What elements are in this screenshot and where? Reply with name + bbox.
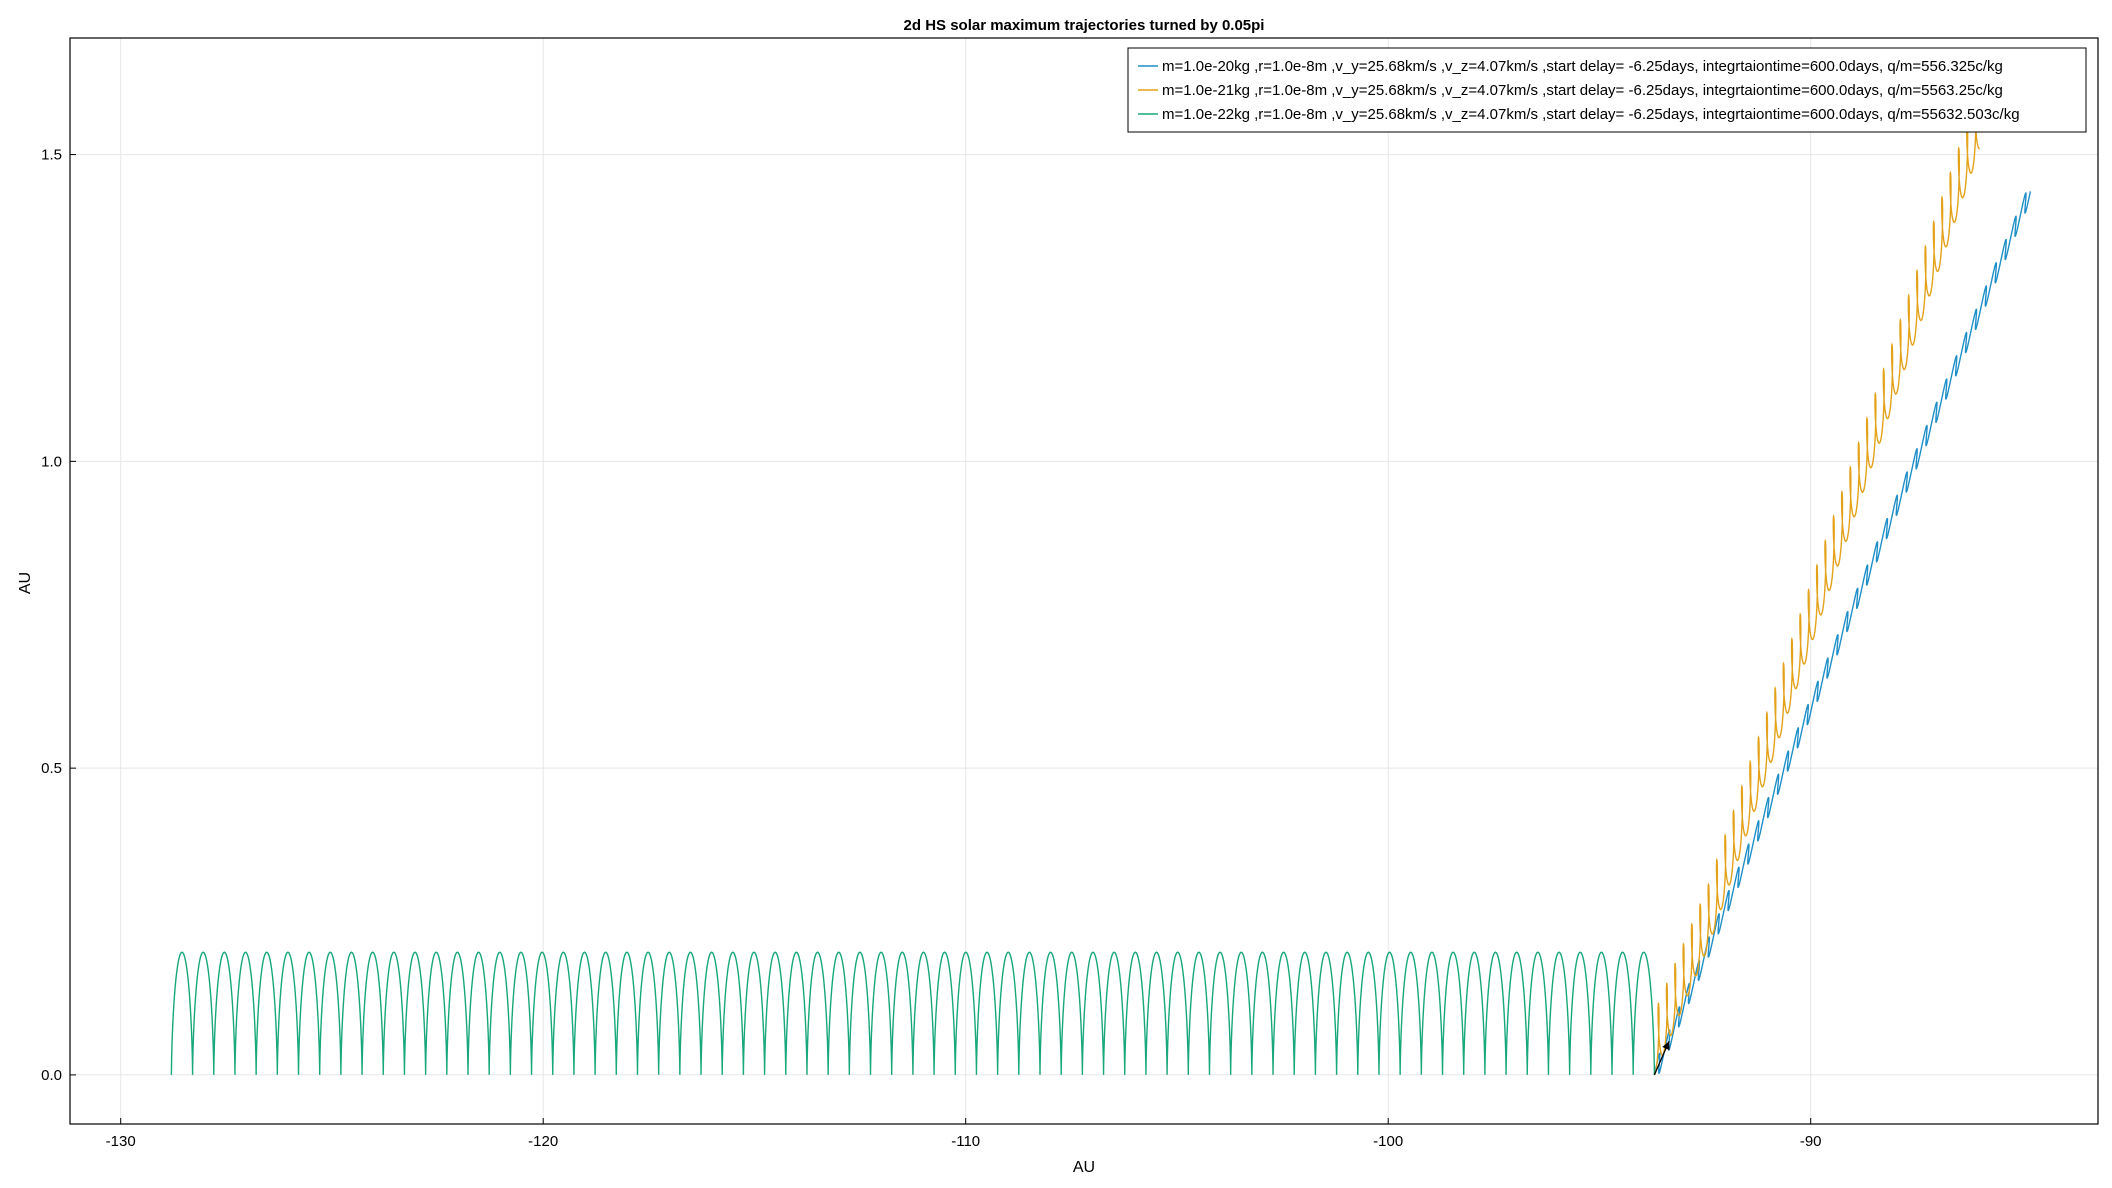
series-line	[170, 951, 1656, 1075]
y-axis-label: AU	[17, 572, 34, 594]
x-tick-label: -130	[106, 1133, 136, 1150]
x-tick-label: -120	[528, 1133, 558, 1150]
legend-entry-label: m=1.0e-21kg ,r=1.0e-8m ,v_y=25.68km/s ,v…	[1162, 82, 2003, 99]
legend: m=1.0e-20kg ,r=1.0e-8m ,v_y=25.68km/s ,v…	[1127, 47, 2087, 133]
series-line	[1653, 97, 1980, 1076]
y-tick-label: 1.0	[41, 453, 62, 470]
y-tick-label: 0.5	[41, 760, 62, 777]
series-line	[1653, 191, 2032, 1076]
legend-entry-label: m=1.0e-22kg ,r=1.0e-8m ,v_y=25.68km/s ,v…	[1162, 106, 2020, 123]
plot-frame	[69, 37, 2099, 1125]
legend-entry-label: m=1.0e-20kg ,r=1.0e-8m ,v_y=25.68km/s ,v…	[1162, 58, 2003, 75]
legend-box	[1127, 47, 2087, 133]
x-tick-label: -110	[951, 1133, 980, 1150]
arrow-head	[1662, 1041, 1670, 1051]
y-tick-label: 0.0	[41, 1067, 62, 1084]
tick-layer: -130 -120 -110 -100 -90 0.0 0.5 1.0 1.5	[41, 147, 1821, 1150]
chart-title: 2d HS solar maximum trajectories turned …	[904, 17, 1265, 34]
x-axis-label: AU	[1073, 1159, 1095, 1176]
x-tick-label: -90	[1800, 1133, 1822, 1150]
series-layer	[170, 97, 2032, 1076]
x-tick-label: -100	[1373, 1133, 1403, 1150]
grid-layer	[70, 38, 2098, 1124]
y-tick-label: 1.5	[41, 147, 62, 164]
